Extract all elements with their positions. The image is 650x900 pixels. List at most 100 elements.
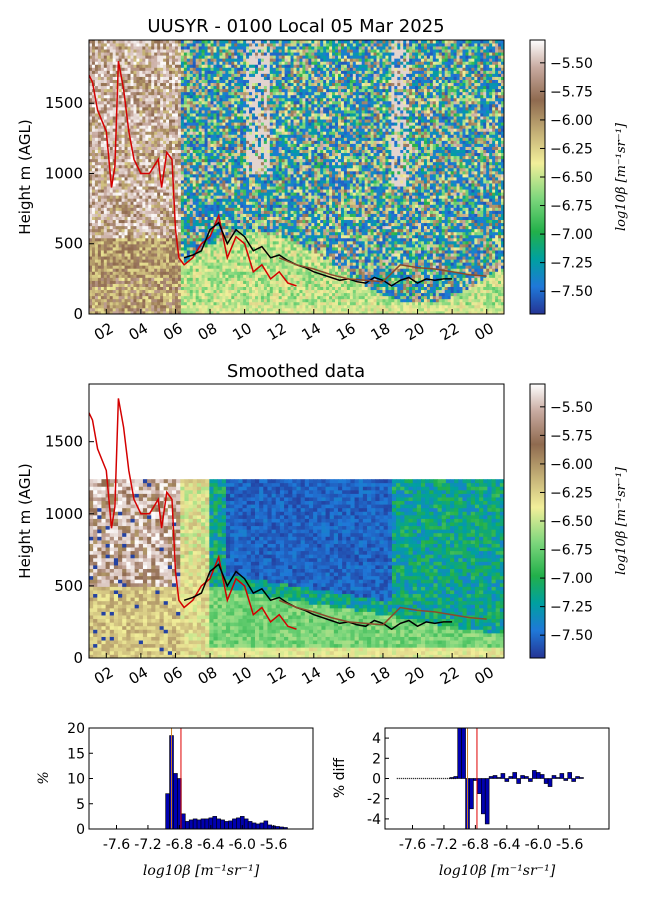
heatmap-cell	[103, 116, 108, 120]
heatmap-cell	[151, 277, 155, 281]
heatmap-cell	[121, 155, 125, 160]
heatmap-cell	[133, 186, 137, 190]
heatmap-cell	[234, 286, 238, 291]
heatmap-cell	[160, 289, 164, 294]
heatmap-cell	[91, 170, 96, 175]
heatmap-cell	[115, 280, 120, 284]
heatmap-cell	[115, 265, 120, 269]
heatmap-cell	[192, 152, 197, 157]
heatmap-cell	[166, 207, 170, 211]
heatmap-cell	[112, 43, 117, 47]
heatmap-cell	[91, 283, 96, 287]
heatmap-cell	[216, 122, 220, 126]
heatmap-cell	[109, 243, 114, 248]
heatmap-cell	[106, 52, 111, 56]
heatmap-cell	[216, 140, 220, 144]
heatmap-cell	[89, 170, 93, 175]
heatmap-cell	[121, 131, 125, 135]
heatmap-cell	[89, 167, 93, 172]
heatmap-cell	[192, 70, 197, 74]
heatmap-cell	[216, 73, 220, 77]
heatmap-cell	[133, 125, 137, 129]
heatmap-cell	[210, 192, 214, 196]
heatmap-cell	[166, 113, 170, 117]
heatmap-cell	[216, 134, 220, 138]
heatmap-cell	[201, 143, 205, 147]
heatmap-cell	[160, 253, 164, 257]
heatmap-cell	[94, 259, 99, 263]
heatmap-cell	[115, 310, 120, 314]
heatmap-cell	[234, 61, 238, 65]
heatmap-cell	[148, 201, 152, 205]
heatmap-cell	[145, 304, 149, 309]
heatmap-cell	[127, 58, 131, 62]
heatmap-cell	[142, 231, 146, 236]
heatmap-cell	[243, 61, 247, 65]
heatmap-cell	[174, 265, 179, 269]
heatmap-cell	[222, 158, 226, 163]
heatmap-cell	[112, 289, 117, 294]
heatmap-cell	[189, 128, 194, 132]
heatmap-cell	[213, 280, 217, 284]
heatmap-cell	[94, 192, 99, 196]
heatmap-cell	[100, 210, 105, 214]
heatmap-cell	[189, 228, 194, 233]
heatmap-cell	[106, 219, 111, 224]
heatmap-cell	[89, 146, 93, 150]
heatmap-cell	[130, 94, 134, 99]
heatmap-cell	[163, 180, 167, 184]
heatmap-cell	[204, 167, 208, 172]
heatmap-cell	[174, 307, 179, 312]
heatmap-cell	[201, 253, 205, 257]
heatmap-cell	[228, 253, 232, 257]
heatmap-cell	[219, 52, 223, 56]
heatmap-cell	[154, 76, 158, 80]
heatmap-cell	[106, 113, 111, 117]
heatmap-cell	[189, 180, 194, 184]
heatmap-cell	[237, 79, 241, 84]
heatmap-cell	[109, 61, 114, 65]
heatmap-cell	[100, 103, 105, 108]
heatmap-cell	[234, 64, 238, 68]
heatmap-cell	[130, 67, 134, 71]
heatmap-cell	[207, 170, 211, 175]
heatmap-cell	[180, 82, 185, 87]
heatmap-cell	[94, 76, 99, 80]
heatmap-cell	[103, 289, 108, 294]
heatmap-cell	[154, 225, 158, 230]
heatmap-cell	[237, 289, 241, 294]
heatmap-cell	[151, 192, 155, 196]
heatmap-cell	[124, 250, 128, 254]
heatmap-cell	[100, 113, 105, 117]
heatmap-cell	[240, 131, 244, 135]
heatmap-cell	[246, 183, 250, 187]
heatmap-cell	[112, 116, 117, 120]
heatmap-cell	[231, 256, 235, 260]
heatmap-cell	[210, 271, 214, 275]
heatmap-cell	[89, 250, 93, 254]
heatmap-cell	[142, 210, 146, 214]
heatmap-cell	[216, 277, 220, 281]
heatmap-cell	[192, 304, 197, 309]
heatmap-cell	[219, 94, 223, 99]
heatmap-cell	[139, 58, 143, 62]
heatmap-cell	[97, 271, 102, 275]
heatmap-cell	[186, 49, 191, 53]
heatmap-cell	[121, 298, 125, 303]
heatmap-cell	[246, 85, 250, 90]
heatmap-cell	[160, 110, 164, 114]
heatmap-cell	[148, 228, 152, 233]
heatmap-cell	[91, 76, 96, 80]
heatmap-cell	[118, 125, 122, 129]
heatmap-cell	[243, 119, 247, 123]
heatmap-cell	[213, 131, 217, 135]
heatmap-cell	[106, 55, 111, 59]
heatmap-cell	[94, 88, 99, 93]
heatmap-cell	[174, 222, 179, 227]
heatmap-cell	[151, 195, 155, 199]
heatmap-cell	[225, 164, 229, 169]
heatmap-cell	[91, 189, 96, 193]
heatmap-cell	[169, 58, 173, 62]
heatmap-cell	[169, 64, 173, 68]
heatmap-cell	[100, 274, 105, 278]
